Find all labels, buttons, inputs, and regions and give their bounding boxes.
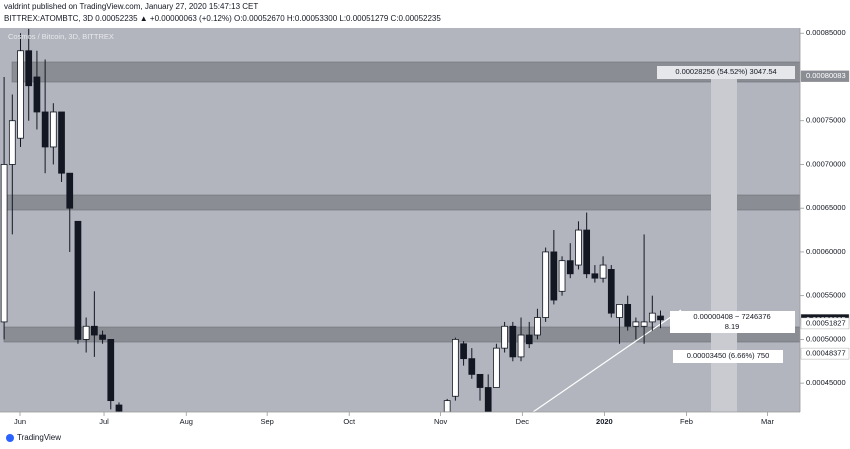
- candle-body: [82, 325, 90, 340]
- candle-body: [558, 260, 566, 292]
- price-label-box: [800, 317, 850, 330]
- symbol-line: BITTREX:ATOMBTC, 3D 0.00052235 ▲ +0.0000…: [4, 14, 441, 23]
- x-tick-label: 2020: [596, 417, 613, 426]
- candle-body: [33, 76, 41, 113]
- x-tick-label: Jul: [99, 417, 109, 426]
- candle-body: [468, 358, 476, 375]
- trend-line: [532, 309, 682, 412]
- candle-body: [476, 373, 484, 388]
- y-tick-label: 0.00060000: [806, 247, 846, 256]
- candle-body: [525, 334, 533, 345]
- candle-body: [99, 334, 106, 340]
- annotation-box: [673, 350, 783, 363]
- candle-body: [8, 120, 16, 165]
- candle-body: [517, 334, 525, 358]
- candle-body: [91, 325, 98, 336]
- chart-title: Cosmos / Bitcoin, 3D, BITTREX: [8, 32, 114, 41]
- annotation: 0.00000408 ~ 7246376: [693, 312, 770, 321]
- candle-body: [542, 251, 549, 318]
- annotation-boxes: [657, 66, 795, 363]
- price-label: 0.00080083: [806, 71, 846, 80]
- x-tick-label: Sep: [260, 417, 273, 426]
- candle-body: [616, 304, 623, 318]
- candle-body: [58, 111, 65, 174]
- annotation-box: [670, 311, 795, 333]
- y-tick-label: 0.00065000: [806, 203, 846, 212]
- x-tick-label: Feb: [680, 417, 693, 426]
- author-line: valdrint published on TradingView.com, J…: [4, 2, 258, 11]
- candle-body: [509, 325, 517, 358]
- candle-body: [0, 164, 8, 323]
- candle-body: [640, 321, 648, 327]
- candle-body: [484, 387, 492, 412]
- candle-body: [566, 260, 574, 275]
- candle-body: [460, 343, 467, 360]
- y-tick-label: 0.00045000: [806, 378, 846, 387]
- x-tick-label: Dec: [516, 417, 530, 426]
- y-tick-label: 0.00075000: [806, 116, 846, 125]
- candle-body: [41, 111, 49, 148]
- footer: [0, 430, 850, 449]
- candle-body: [583, 229, 591, 275]
- candle-body: [648, 312, 656, 323]
- x-tick-label: Oct: [343, 417, 356, 426]
- candle-body: [49, 111, 57, 148]
- candle-body: [452, 338, 459, 397]
- y-tick-label: 0.00055000: [806, 291, 846, 300]
- price-label-box: [800, 347, 850, 360]
- candles: [0, 28, 664, 412]
- annotation: 0.00003450 (6.66%) 750: [687, 351, 770, 360]
- x-tick-label: Mar: [761, 417, 774, 426]
- candle-body: [575, 229, 582, 266]
- brand: TradingView: [17, 433, 61, 442]
- candle-body: [607, 269, 615, 314]
- candle-body: [591, 273, 599, 279]
- candle-body: [66, 172, 74, 209]
- candle-body: [493, 347, 500, 388]
- x-tick-label: Jun: [14, 417, 26, 426]
- candle-body: [599, 264, 607, 279]
- annotation-box: [657, 66, 795, 79]
- resistance-zone: [11, 61, 800, 83]
- candle-body: [550, 251, 558, 301]
- candle-body: [443, 400, 451, 412]
- candle-body: [657, 315, 664, 321]
- candle-body: [534, 317, 541, 336]
- annotation: 0.00028256 (54.52%) 3047.54: [675, 67, 776, 76]
- annotation: 8.19: [725, 322, 740, 331]
- price-label-box: [800, 70, 850, 82]
- candle-body: [17, 50, 24, 139]
- candle-body: [74, 220, 82, 340]
- y-tick-label: 0.00050000: [806, 334, 846, 343]
- y-tick-label: 0.00070000: [806, 159, 846, 168]
- price-label: 0.00051827: [806, 318, 846, 327]
- candle-body: [107, 338, 115, 402]
- brand-logo: [6, 434, 14, 442]
- price-label: 0.00048377: [806, 349, 846, 358]
- x-tick-label: Nov: [434, 417, 448, 426]
- x-tick-label: Aug: [180, 417, 193, 426]
- candle-body: [25, 50, 33, 87]
- candle-body: [501, 325, 508, 349]
- plot-background: [0, 28, 800, 412]
- candle-body: [624, 304, 632, 327]
- y-tick-label: 0.00085000: [806, 28, 846, 37]
- candle-body: [632, 321, 640, 327]
- candle-body: [115, 404, 123, 412]
- resistance-zone: [3, 194, 800, 211]
